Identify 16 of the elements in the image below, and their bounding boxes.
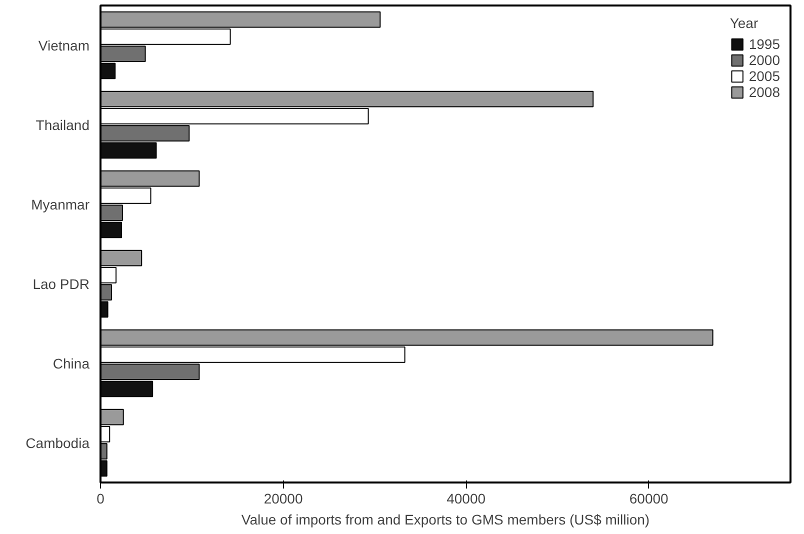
legend-title: Year (730, 15, 760, 31)
legend-label: 1995 (748, 36, 780, 52)
x-tick-label: 40000 (446, 490, 486, 506)
x-axis-title: Value of imports from and Exports to GMS members (US$ million) (241, 512, 650, 528)
y-tick-label: Thailand (36, 116, 90, 133)
y-tick-label: Myanmar (31, 196, 90, 212)
x-tick-label: 0 (96, 490, 105, 506)
y-tick-label: Lao PDR (32, 276, 90, 292)
x-tick-label: 60000 (629, 490, 669, 506)
y-tick-label: China (52, 355, 90, 372)
legend-label: 2005 (748, 68, 780, 84)
legend-label: 2008 (748, 84, 780, 100)
legend-label: 2000 (748, 52, 780, 68)
y-tick-label: Vietnam (38, 37, 90, 54)
x-tick-label: 20000 (264, 490, 303, 506)
y-tick-label: Cambodia (26, 434, 90, 451)
